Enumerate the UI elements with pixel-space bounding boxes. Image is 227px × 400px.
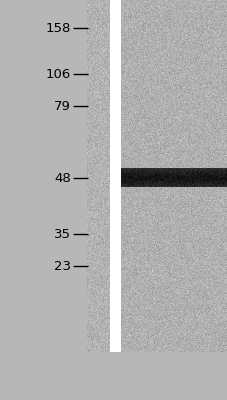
Text: 23: 23 — [53, 260, 70, 272]
Text: 158: 158 — [45, 22, 70, 34]
Text: 35: 35 — [53, 228, 70, 240]
Text: 48: 48 — [54, 172, 70, 184]
Text: 106: 106 — [45, 68, 70, 80]
Text: 79: 79 — [54, 100, 70, 112]
